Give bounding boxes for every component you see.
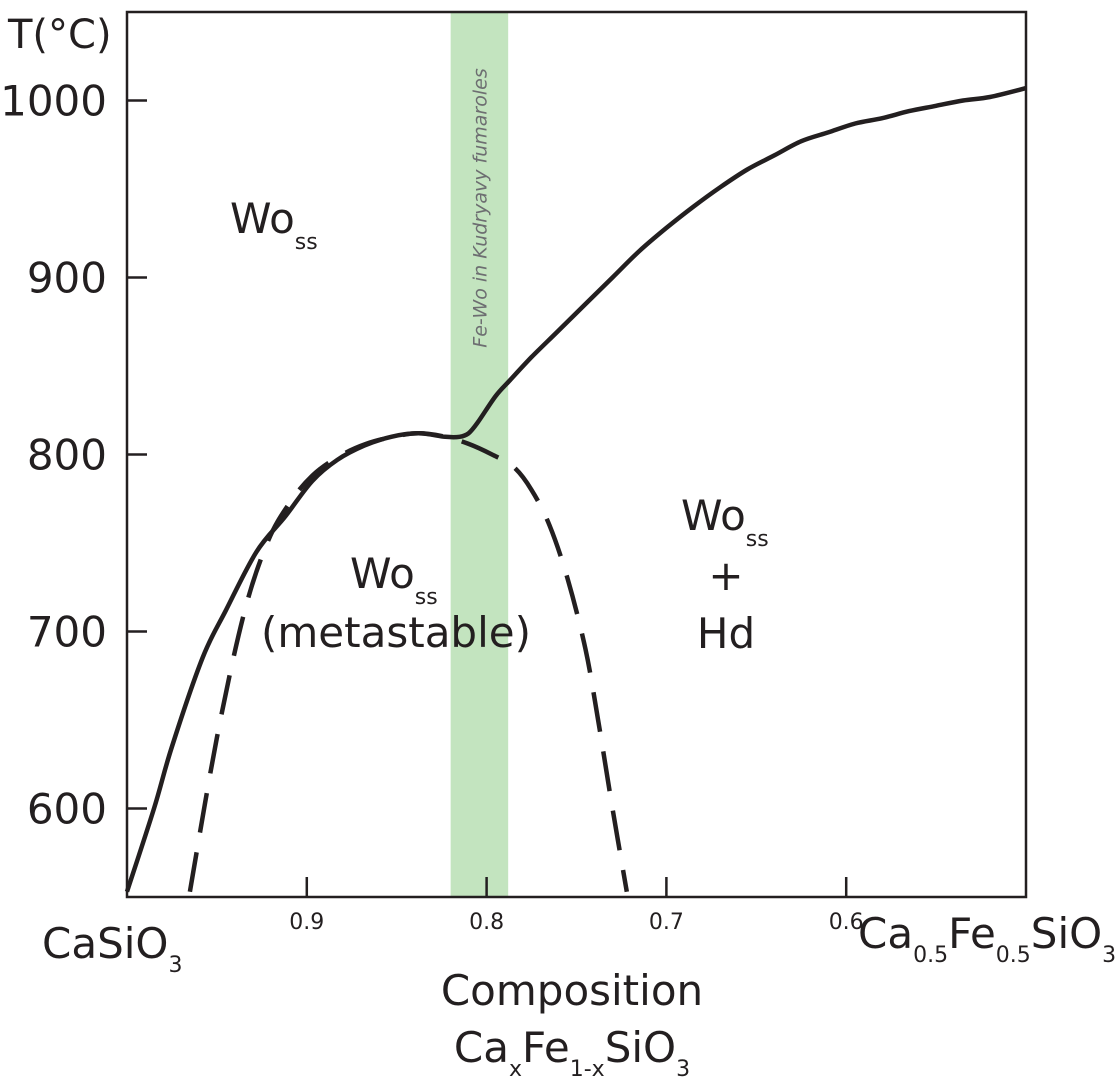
annotation-wo-ss-hd: Woss (681, 491, 769, 552)
annotation-wo-ss-top: Woss (230, 194, 318, 255)
y-tick-label-1000: 1000 (0, 77, 107, 126)
x-tick-label-0.8: 0.8 (469, 910, 504, 935)
composition-band (450, 12, 509, 897)
y-tick-label-600: 600 (27, 785, 107, 834)
annotation-wo-ss-metastable: Woss (350, 549, 438, 610)
x-axis-title-line2: CaxFe1-xSiO3 (454, 1023, 690, 1082)
annotation-metastable-line: (metastable) (261, 608, 531, 657)
x-endpoint-left-main: CaSiO (42, 919, 168, 968)
y-tick-label-800: 800 (27, 431, 107, 480)
annotation-hd: Hd (697, 609, 755, 658)
annotation-wo-ss-metastable-sub: ss (415, 585, 438, 610)
x-axis-title-x: x (509, 1057, 522, 1082)
x-tick-label-0.9: 0.9 (289, 910, 324, 935)
band-label: Fe-Wo in Kudryavy fumaroles (469, 68, 491, 348)
x-tick-label-0.7: 0.7 (649, 910, 684, 935)
band-label-group: Fe-Wo in Kudryavy fumaroles (469, 68, 491, 348)
x-axis-title-fe: Fe (522, 1023, 570, 1072)
phase-boundaries (124, 85, 1027, 893)
annotation-wo-ss-top-sub: ss (295, 230, 318, 255)
x-endpoint-right-label: Ca0.5Fe0.5SiO3 (858, 909, 1116, 968)
axis-ticks: 600 700 800 900 1000 0.9 0.8 0.7 0.6 (0, 77, 864, 936)
x-endpoint-right-sub2: 0.5 (996, 943, 1031, 968)
composition-band-rect (450, 12, 509, 897)
x-endpoint-right-sio: SiO (1031, 909, 1102, 958)
x-axis-title-sio: SiO (605, 1023, 676, 1072)
annotation-wo-ss-hd-main: Wo (681, 491, 746, 540)
annotation-plus: + (708, 551, 743, 600)
annotation-wo-ss-hd-sub: ss (746, 527, 769, 552)
x-endpoint-right-sub1: 0.5 (913, 943, 948, 968)
x-axis-title-sub: 1-x (570, 1057, 605, 1082)
x-endpoint-right-sub3: 3 (1102, 943, 1116, 968)
x-endpoint-right-fe: Fe (948, 909, 996, 958)
y-tick-label-900: 900 (27, 254, 107, 303)
y-tick-label-700: 700 (27, 608, 107, 657)
annotation-wo-ss-top-main: Wo (230, 194, 295, 243)
x-endpoint-right-ca: Ca (858, 909, 913, 958)
x-axis-title-ca: Ca (454, 1023, 509, 1072)
plot-frame (125, 10, 1028, 899)
y-axis-title: T(°C) (7, 12, 112, 58)
metastable-solvus-curve (187, 431, 630, 893)
x-endpoint-left-label: CaSiO3 (42, 919, 182, 978)
x-axis-title-three: 3 (676, 1057, 690, 1082)
x-tick-label-0.6: 0.6 (829, 910, 864, 935)
x-endpoint-left-sub: 3 (168, 953, 182, 978)
annotation-wo-ss-metastable-main: Wo (350, 549, 415, 598)
x-axis-title-line1: Composition (441, 966, 703, 1015)
